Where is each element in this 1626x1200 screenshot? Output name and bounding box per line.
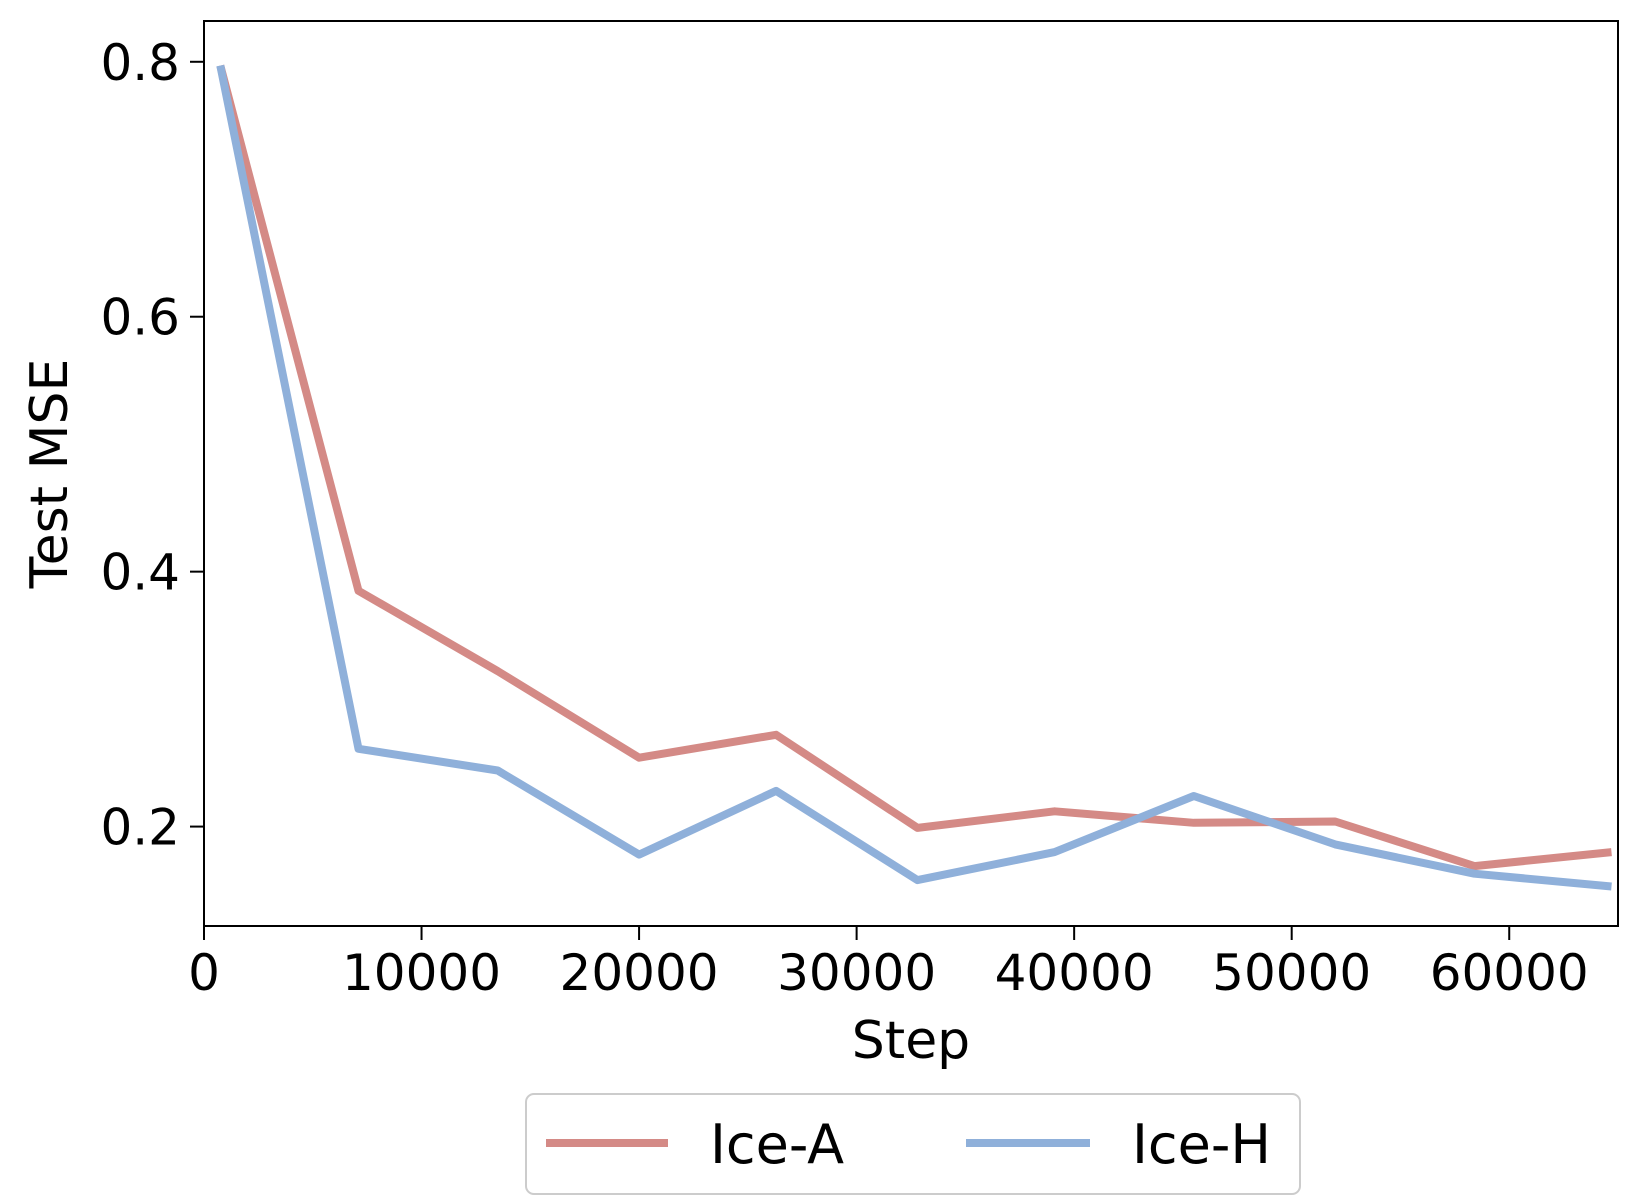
x-tick-label: 10000 <box>342 944 501 1002</box>
y-axis-title: Test MSE <box>20 359 80 590</box>
series-layer <box>216 64 1612 891</box>
y-tick-label: 0.2 <box>100 799 180 857</box>
legend-label-ice-h: Ice-H <box>1132 1113 1271 1176</box>
x-tick-label: 30000 <box>777 944 936 1002</box>
legend-label-ice-a: Ice-A <box>710 1113 844 1176</box>
x-tick-label: 60000 <box>1430 944 1589 1002</box>
series-line-ice-h <box>216 64 1612 891</box>
y-tick-label: 0.4 <box>100 544 180 602</box>
x-axis-ticks: 0 10000 20000 30000 40000 50000 60000 <box>188 926 1589 1002</box>
y-axis-ticks: 0.2 0.4 0.6 0.8 <box>100 34 204 857</box>
x-tick-label: 20000 <box>560 944 719 1002</box>
x-axis-title: Step <box>852 1011 970 1071</box>
plot-area-frame <box>203 20 1619 927</box>
x-tick-label: 40000 <box>995 944 1154 1002</box>
series-line-ice-a <box>216 64 1612 871</box>
legend-frame <box>525 1093 1301 1195</box>
x-tick-label: 0 <box>188 944 220 1002</box>
y-tick-label: 0.8 <box>100 34 180 92</box>
x-tick-label: 50000 <box>1212 944 1371 1002</box>
y-tick-label: 0.6 <box>100 289 180 347</box>
legend: Ice-A Ice-H <box>525 1093 1301 1195</box>
